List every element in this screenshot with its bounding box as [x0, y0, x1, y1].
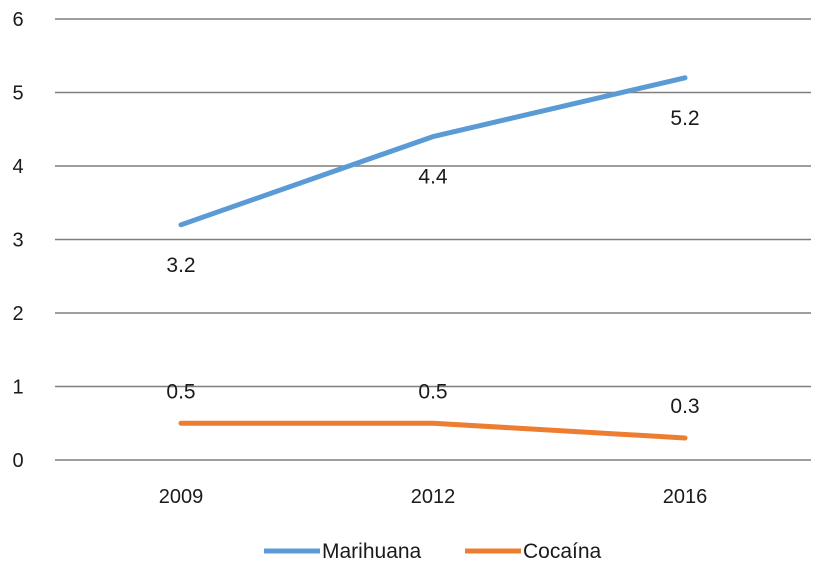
y-tick-label: 5	[12, 83, 23, 105]
x-tick-label: 2009	[159, 486, 204, 508]
data-label: 3.2	[166, 254, 195, 277]
data-label: 5.2	[670, 107, 699, 130]
x-tick-label: 2012	[411, 486, 456, 508]
y-tick-label: 3	[12, 230, 23, 252]
y-tick-label: 1	[12, 377, 23, 399]
y-tick-label: 4	[12, 156, 23, 178]
y-tick-label: 0	[12, 450, 23, 472]
x-tick-label: 2016	[663, 486, 708, 508]
legend-label: Cocaína	[523, 540, 602, 563]
data-label: 4.4	[418, 166, 448, 189]
data-label: 0.3	[670, 395, 699, 418]
legend-label: Marihuana	[322, 540, 422, 563]
y-tick-label: 6	[12, 9, 23, 31]
data-label: 0.5	[166, 380, 195, 403]
series-line-marihuana	[178, 75, 688, 228]
y-tick-label: 2	[12, 303, 23, 325]
data-label: 0.5	[418, 380, 447, 403]
series-line-cocaina	[178, 420, 688, 441]
